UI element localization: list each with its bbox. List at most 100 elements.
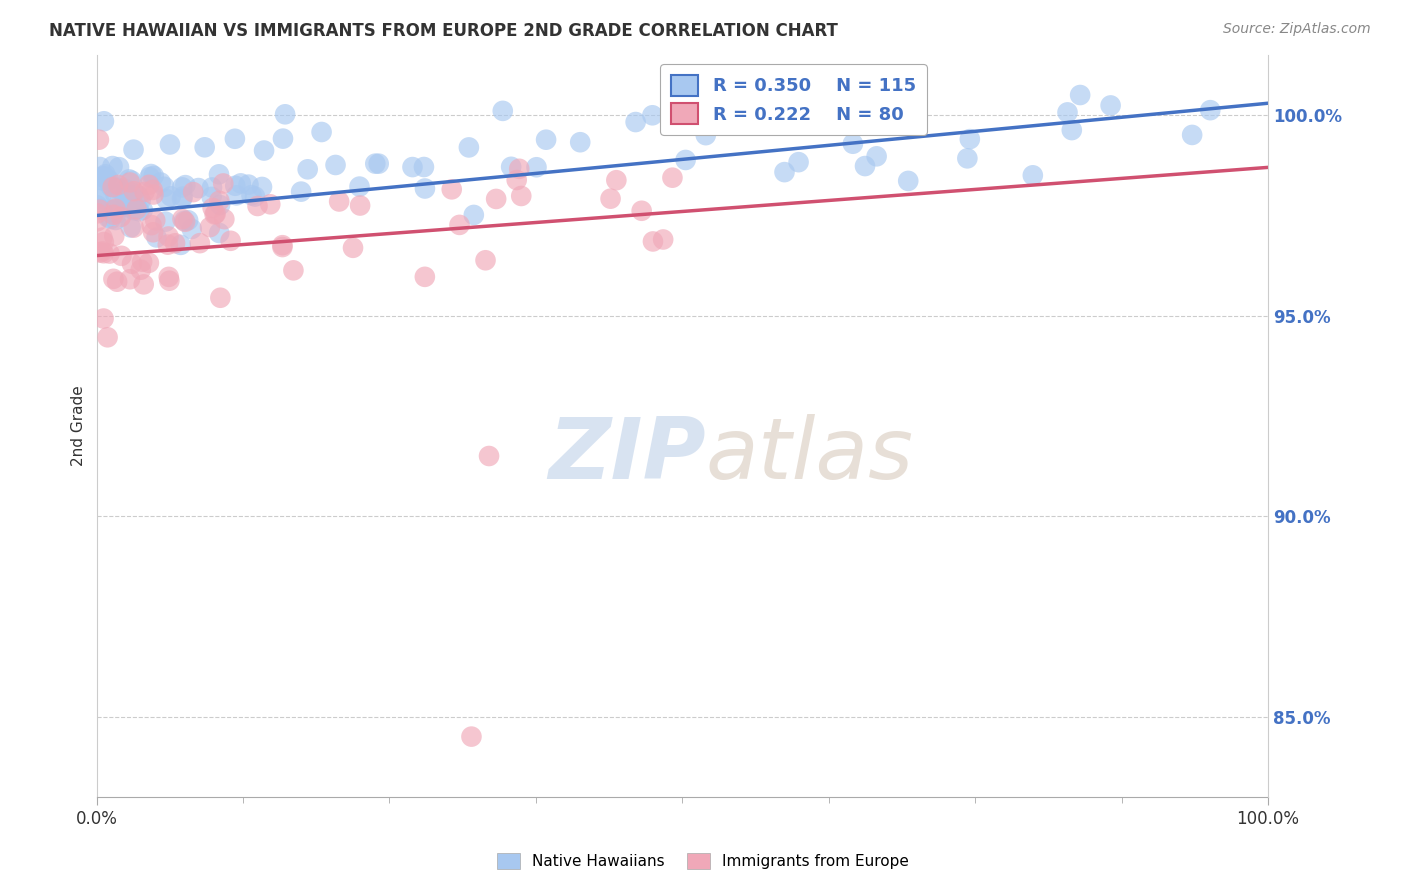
Point [1199,103,1222,118]
Point [127,202,149,216]
Point [865,149,887,163]
Point [128,204,150,219]
Point [492,103,515,118]
Point [243,189,266,203]
Point [149,176,172,190]
Point [122,220,145,235]
Point [173,214,195,228]
Point [204,207,226,221]
Point [208,194,231,208]
Point [131,254,153,268]
Point [159,137,181,152]
Point [201,190,224,204]
Point [174,178,197,193]
Point [121,257,143,271]
Point [97,173,120,187]
Point [367,156,389,170]
Point [104,207,127,221]
Point [474,253,496,268]
Point [105,198,128,212]
Legend: Native Hawaiians, Immigrants from Europe: Native Hawaiians, Immigrants from Europe [491,847,915,875]
Point [463,208,485,222]
Point [605,173,627,187]
Point [86,198,108,212]
Point [132,202,155,217]
Point [253,144,276,158]
Point [107,181,129,195]
Point [100,212,122,227]
Point [238,178,260,192]
Point [103,229,125,244]
Point [159,189,181,203]
Point [91,173,114,187]
Point [172,189,194,203]
Point [94,167,117,181]
Point [773,165,796,179]
Point [283,263,305,277]
Point [569,135,592,149]
Y-axis label: 2nd Grade: 2nd Grade [72,385,86,467]
Point [1069,88,1091,103]
Point [508,161,530,176]
Point [101,203,124,218]
Point [89,160,111,174]
Point [501,160,523,174]
Point [120,220,142,235]
Point [157,229,180,244]
Point [138,178,160,192]
Point [86,206,108,220]
Point [208,226,231,240]
Point [325,158,347,172]
Point [157,269,180,284]
Point [97,330,120,344]
Point [121,174,143,188]
Point [1181,128,1204,142]
Point [118,172,141,186]
Point [98,246,121,260]
Point [91,169,114,184]
Point [104,187,127,202]
Point [93,311,115,326]
Point [201,201,224,215]
Point [599,192,621,206]
Point [641,108,664,122]
Point [142,187,165,202]
Point [246,199,269,213]
Point [86,214,108,228]
Point [224,178,246,193]
Point [1022,169,1045,183]
Point [142,225,165,239]
Point [129,194,152,208]
Point [201,180,224,194]
Point [156,237,179,252]
Point [342,241,364,255]
Point [526,160,548,174]
Text: Source: ZipAtlas.com: Source: ZipAtlas.com [1223,22,1371,37]
Point [208,198,231,212]
Point [174,215,197,229]
Point [695,128,717,143]
Point [1099,98,1122,112]
Point [449,218,471,232]
Point [188,236,211,251]
Legend: R = 0.350    N = 115, R = 0.222    N = 80: R = 0.350 N = 115, R = 0.222 N = 80 [661,64,927,135]
Point [110,210,132,224]
Point [413,181,436,195]
Point [842,136,865,151]
Point [224,132,246,146]
Point [505,173,527,187]
Point [118,176,141,190]
Point [624,115,647,129]
Point [93,114,115,128]
Point [141,218,163,232]
Point [155,192,177,206]
Point [145,230,167,244]
Point [125,202,148,217]
Point [290,185,312,199]
Point [110,249,132,263]
Point [142,183,165,197]
Point [204,207,226,221]
Point [311,125,333,139]
Point [122,143,145,157]
Point [91,230,114,244]
